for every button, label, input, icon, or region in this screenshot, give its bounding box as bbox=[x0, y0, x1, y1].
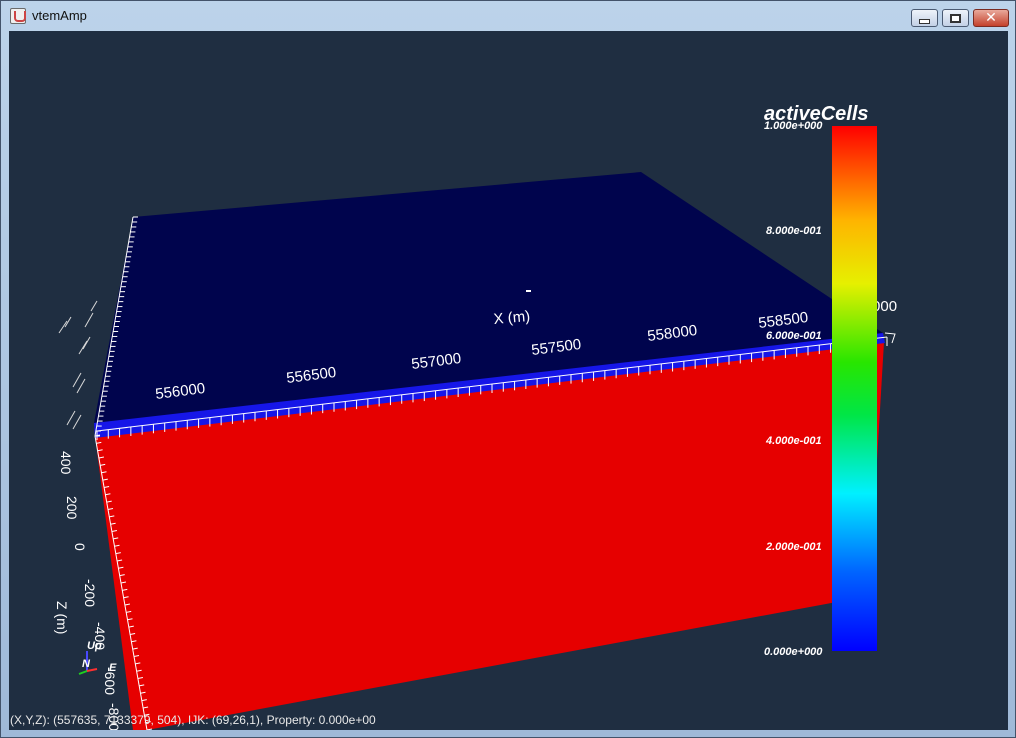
axis-tick bbox=[126, 610, 132, 613]
axis-corner-marker bbox=[884, 332, 896, 344]
axis-tick bbox=[130, 632, 136, 635]
z-axis-ticks bbox=[94, 434, 153, 730]
y-axis-label-smear bbox=[58, 300, 98, 430]
x-tick-label: 556500 bbox=[285, 364, 337, 387]
axis-tick bbox=[133, 655, 140, 657]
axis-tick bbox=[94, 434, 101, 437]
axis-tick bbox=[131, 640, 137, 643]
z-tick-label: -800 bbox=[106, 703, 122, 730]
title-bar[interactable]: vtemAmp ✕ bbox=[1, 1, 1015, 31]
scene-canvas[interactable]: 556000 556500 557000 557500 558000 55850… bbox=[9, 31, 1008, 730]
axis-tick bbox=[98, 456, 104, 459]
axis-tick bbox=[122, 588, 128, 591]
x-tick-label: 558000 bbox=[646, 322, 698, 345]
axis-tick bbox=[128, 625, 134, 628]
axis-tick bbox=[106, 500, 112, 503]
axis-tick bbox=[105, 493, 111, 496]
axis-tick bbox=[107, 508, 114, 510]
3d-viewport[interactable]: 556000 556500 557000 557500 558000 55850… bbox=[9, 31, 1008, 730]
z-axis-title: Z (m) bbox=[54, 601, 70, 634]
axis-tick bbox=[135, 662, 141, 665]
axis-tick bbox=[110, 522, 116, 525]
axis-tick bbox=[123, 596, 129, 599]
x-axis-title: X (m) bbox=[493, 308, 531, 328]
axis-tick bbox=[141, 699, 147, 702]
axis-tick bbox=[124, 603, 130, 606]
colorbar-label: 2.000e-001 bbox=[765, 541, 822, 553]
colorbar-label: 4.000e-001 bbox=[765, 435, 822, 447]
axis-tick bbox=[132, 647, 138, 650]
colorbar-label: 1.000e+000 bbox=[764, 120, 823, 132]
status-readout: (X,Y,Z): (557635, 7133379, 504), IJK: (6… bbox=[10, 713, 376, 727]
axis-tick bbox=[139, 684, 145, 687]
model-edge-band bbox=[94, 333, 885, 438]
axis-tick bbox=[146, 728, 153, 730]
axis-tick bbox=[102, 478, 108, 481]
axis-tick bbox=[101, 471, 107, 474]
axis-tick bbox=[136, 669, 142, 672]
minimize-button[interactable] bbox=[911, 9, 938, 27]
axis-tick bbox=[143, 706, 149, 709]
colorbar-label: 0.000e+000 bbox=[764, 646, 823, 658]
axis-tick bbox=[140, 691, 146, 694]
axis-tick bbox=[97, 449, 103, 452]
axis-tick bbox=[119, 574, 125, 577]
scene-marker bbox=[526, 290, 531, 292]
colorbar-gradient bbox=[832, 126, 877, 651]
orientation-up-label: Up bbox=[87, 640, 102, 652]
z-tick-label: -400 bbox=[92, 622, 108, 650]
axis-tick bbox=[115, 552, 121, 555]
colorbar-label: 8.000e-001 bbox=[766, 225, 822, 237]
model-front-face bbox=[95, 342, 884, 730]
axis-tick bbox=[117, 559, 123, 562]
colorbar-title: activeCells bbox=[764, 103, 869, 125]
axis-tick bbox=[104, 485, 110, 488]
orientation-axes-widget: Up N E bbox=[78, 640, 117, 675]
axis-tick bbox=[111, 530, 117, 533]
maximize-button[interactable] bbox=[942, 9, 969, 27]
window-title: vtemAmp bbox=[32, 8, 87, 23]
axis-tick bbox=[145, 721, 151, 724]
z-tick-label: -600 bbox=[102, 667, 118, 695]
axis-tick bbox=[127, 618, 133, 621]
z-tick-label: 0 bbox=[72, 543, 88, 551]
x-tick-label: 556000 bbox=[154, 380, 206, 403]
close-icon: ✕ bbox=[985, 10, 997, 26]
x-tick-label: 557500 bbox=[530, 336, 582, 359]
axis-tick bbox=[144, 713, 150, 716]
maximize-icon bbox=[950, 13, 961, 23]
axis-tick bbox=[137, 677, 143, 680]
axis-tick bbox=[100, 463, 106, 466]
z-tick-label: 400 bbox=[58, 451, 74, 475]
java-app-icon bbox=[10, 8, 26, 24]
axis-tick bbox=[96, 441, 102, 444]
x-tick-label: 558500 bbox=[757, 309, 809, 332]
axis-tick bbox=[114, 544, 120, 547]
axis-tick bbox=[113, 537, 119, 540]
minimize-icon bbox=[919, 18, 930, 24]
z-tick-label: 200 bbox=[64, 496, 80, 520]
axis-tick bbox=[109, 515, 115, 518]
close-button[interactable]: ✕ bbox=[973, 9, 1009, 27]
axis-tick bbox=[120, 581, 127, 584]
orientation-east-label: E bbox=[109, 662, 117, 674]
axis-tick bbox=[118, 566, 124, 569]
orientation-north-label: N bbox=[82, 658, 91, 670]
colorbar-label: 6.000e-001 bbox=[766, 330, 822, 342]
z-tick-label: -200 bbox=[82, 579, 98, 607]
x-tick-label: 557000 bbox=[410, 350, 462, 373]
